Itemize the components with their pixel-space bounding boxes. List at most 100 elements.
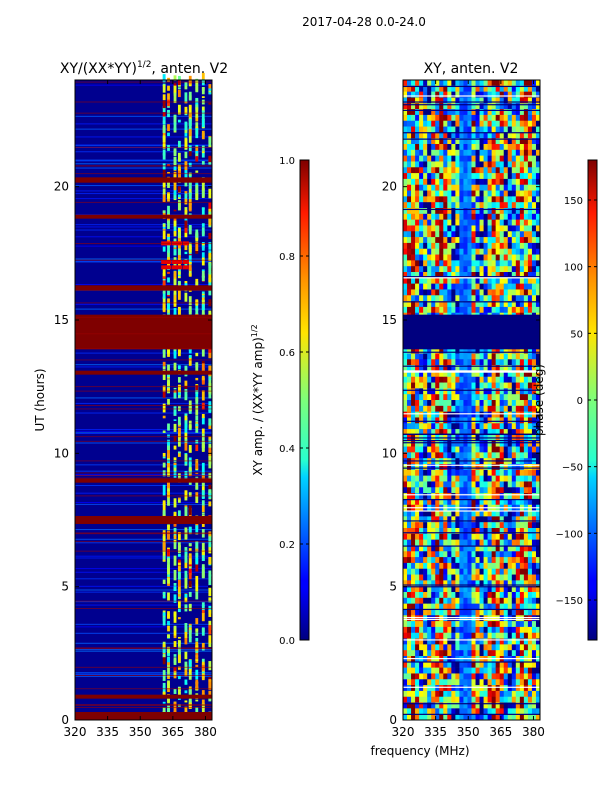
phase-cell xyxy=(427,464,432,471)
phase-cell xyxy=(459,97,464,104)
phase-cell xyxy=(415,144,420,151)
phase-cell xyxy=(415,190,420,197)
phase-cell xyxy=(447,545,452,552)
phase-cell xyxy=(451,155,456,162)
phase-cell xyxy=(511,382,517,389)
amp-colorbar-label-sup: 1/2 xyxy=(250,324,259,337)
phase-cell xyxy=(483,114,488,122)
phase-cell xyxy=(475,411,480,418)
phase-cell xyxy=(463,586,468,593)
phase-cell xyxy=(411,533,416,540)
phase-cell xyxy=(431,493,436,500)
phase-cell xyxy=(515,80,521,87)
phase-cell xyxy=(491,685,496,692)
phase-cell xyxy=(451,272,456,279)
phase-cell xyxy=(479,621,484,628)
amp-channel-cell xyxy=(208,609,212,617)
phase-cell xyxy=(495,621,501,628)
amp-channel-cell xyxy=(188,699,192,705)
amp-channel-cell xyxy=(208,443,212,448)
phase-cell xyxy=(519,429,525,436)
phase-cell xyxy=(435,562,440,570)
amp-flag-line xyxy=(75,495,212,497)
phase-cell xyxy=(407,603,412,610)
phase-cell xyxy=(431,155,436,162)
phase-cell xyxy=(483,405,488,412)
amp-channel-cell xyxy=(208,250,212,253)
phase-cell xyxy=(531,242,537,250)
phase-cell xyxy=(511,365,517,372)
phase-cell xyxy=(515,277,521,284)
phase-cell xyxy=(531,202,537,209)
amp-channel-cell xyxy=(201,671,205,674)
phase-cell xyxy=(447,376,452,383)
amp-channel-cell xyxy=(188,247,192,253)
phase-cell xyxy=(507,208,513,215)
amp-channel-cell xyxy=(201,542,205,551)
phase-cell xyxy=(431,452,436,459)
amp-channel-cell xyxy=(184,593,188,603)
phase-cell xyxy=(439,533,444,540)
phase-cell xyxy=(475,696,480,703)
phase-cell xyxy=(451,225,456,232)
phase-cell xyxy=(495,539,501,546)
phase-cell xyxy=(527,487,533,494)
phase-cell xyxy=(415,632,420,639)
phase-cell xyxy=(419,493,424,500)
phase-cell xyxy=(403,429,408,436)
phase-cell xyxy=(519,295,525,302)
phase-cell xyxy=(479,114,484,122)
phase-cell xyxy=(427,673,432,680)
phase-cell xyxy=(511,417,517,424)
phase-cell xyxy=(403,80,408,87)
phase-cell xyxy=(403,190,408,197)
phase-cell xyxy=(427,615,432,622)
phase-cell xyxy=(479,161,484,168)
phase-cell xyxy=(435,295,440,302)
amp-channel-cell xyxy=(173,279,177,286)
phase-cell xyxy=(467,370,472,378)
amp-colorbar-label: XY amp. / (XX*YY amp)1/2 xyxy=(250,324,265,475)
phase-cell xyxy=(439,522,444,529)
phase-cell xyxy=(503,382,509,389)
phase-cell xyxy=(423,609,428,616)
phase-cell xyxy=(499,551,505,558)
phase-cell xyxy=(403,376,408,383)
phase-cell xyxy=(487,149,492,156)
phase-cell xyxy=(471,301,476,308)
phase-cell xyxy=(407,650,412,657)
phase-cell xyxy=(467,440,472,447)
phase-cell xyxy=(431,359,436,366)
amp-channel-cell xyxy=(188,445,192,453)
phase-cell xyxy=(455,696,460,703)
phase-cell xyxy=(523,685,529,692)
phase-cell xyxy=(479,91,484,98)
phase-cell xyxy=(491,184,496,191)
phase-cell xyxy=(475,708,480,715)
phase-cell xyxy=(475,533,480,540)
amp-channel-cell xyxy=(177,607,181,613)
phase-cell xyxy=(419,673,424,680)
phase-cell xyxy=(503,394,509,401)
phase-cell xyxy=(475,429,480,436)
phase-cell xyxy=(431,650,436,657)
phase-cell xyxy=(463,225,468,232)
phase-cell xyxy=(463,551,468,558)
phase-cell xyxy=(415,283,420,290)
phase-cell xyxy=(451,708,456,715)
phase-cell xyxy=(427,173,432,180)
phase-cell xyxy=(427,661,432,668)
phase-cell xyxy=(471,149,476,156)
phase-cell xyxy=(439,423,444,430)
amp-streak xyxy=(75,151,212,153)
phase-cell xyxy=(407,551,412,558)
phase-cell xyxy=(523,173,529,180)
phase-cell xyxy=(431,545,436,552)
phase-cell xyxy=(527,673,533,680)
phase-cell xyxy=(423,260,428,267)
phase-cell xyxy=(495,260,501,267)
phase-cell xyxy=(443,405,448,412)
phase-cell xyxy=(403,475,408,482)
phase-cell xyxy=(423,388,428,395)
phase-cell xyxy=(531,545,537,552)
